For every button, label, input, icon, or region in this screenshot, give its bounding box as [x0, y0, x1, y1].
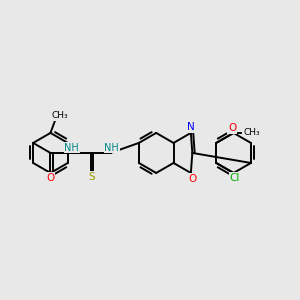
Text: CH₃: CH₃: [243, 128, 260, 136]
Text: N: N: [187, 122, 195, 132]
Text: NH: NH: [104, 142, 119, 153]
Text: Cl: Cl: [230, 173, 240, 183]
Text: S: S: [88, 172, 95, 182]
Text: O: O: [228, 123, 236, 133]
Text: O: O: [46, 173, 55, 183]
Text: CH₃: CH₃: [52, 111, 68, 120]
Text: O: O: [188, 174, 197, 184]
Text: NH: NH: [64, 142, 79, 153]
